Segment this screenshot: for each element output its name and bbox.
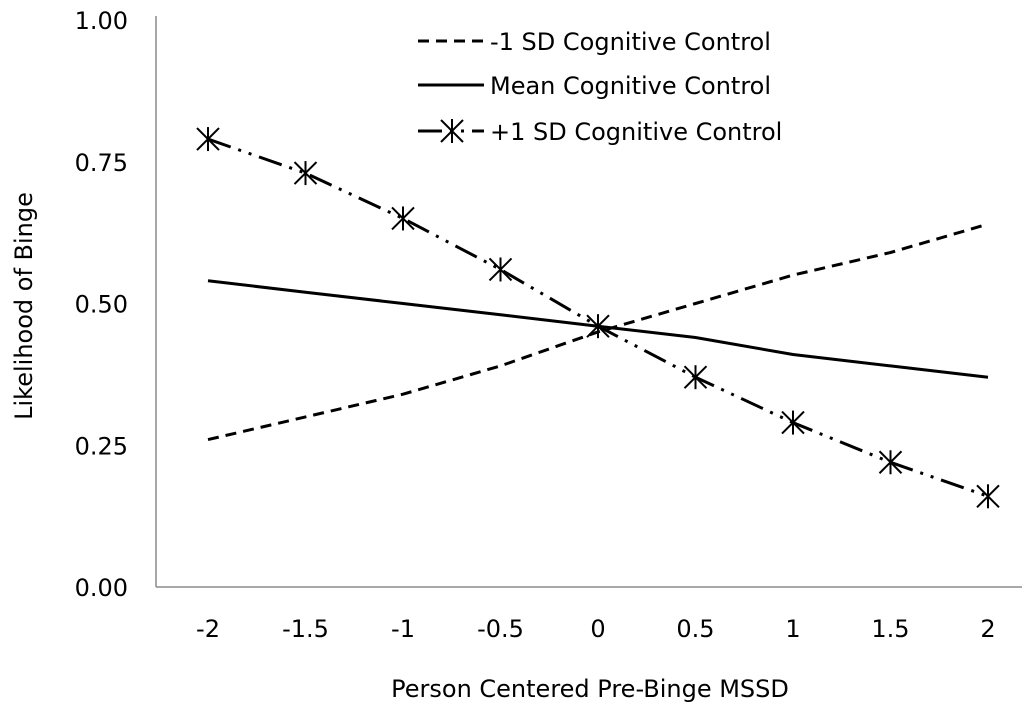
series-3-point xyxy=(683,365,708,390)
legend-marker xyxy=(440,119,464,143)
legend-label: Mean Cognitive Control xyxy=(490,72,771,100)
legend-label: +1 SD Cognitive Control xyxy=(490,118,782,146)
legend-item-3: +1 SD Cognitive Control xyxy=(418,118,782,146)
legend-item-1: -1 SD Cognitive Control xyxy=(418,28,771,56)
x-tick-labels: -2 -1.5 -1 -0.5 0 0.5 1 1.5 2 xyxy=(196,615,996,643)
series-layer xyxy=(196,127,1000,509)
x-tick-label: 0.5 xyxy=(676,615,714,643)
x-axis-title: Person Centered Pre-Binge MSSD xyxy=(391,675,789,703)
x-tick-label: -1 xyxy=(391,615,415,643)
legend-label: -1 SD Cognitive Control xyxy=(490,28,771,56)
y-tick-label: 0.50 xyxy=(75,291,128,319)
series-3-point xyxy=(488,257,513,282)
y-tick-label: 0.25 xyxy=(75,432,128,460)
series-3-point xyxy=(586,314,610,339)
series-3-point xyxy=(196,127,220,152)
y-tick-labels: 0.00 0.25 0.50 0.75 1.00 xyxy=(75,7,128,602)
series-3-point xyxy=(878,450,903,475)
y-axis-title: Likelihood of Binge xyxy=(10,192,38,420)
series-3-point xyxy=(781,410,805,435)
x-tick-label: 2 xyxy=(980,615,995,643)
x-tick-label: -0.5 xyxy=(477,615,524,643)
x-tick-label: 1 xyxy=(785,615,800,643)
series-3 xyxy=(196,127,1000,509)
y-axis-title-group: Likelihood of Binge xyxy=(10,192,38,420)
y-tick-label: 0.75 xyxy=(75,149,128,177)
series-3-point xyxy=(976,484,1000,509)
legend-item-2: Mean Cognitive Control xyxy=(418,72,771,100)
series-3-point xyxy=(293,161,318,186)
x-tick-label: -2 xyxy=(196,615,220,643)
x-tick-label: 0 xyxy=(590,615,605,643)
legend: -1 SD Cognitive Control Mean Cognitive Co… xyxy=(418,28,782,146)
x-tick-label: 1.5 xyxy=(871,615,909,643)
y-tick-label: 1.00 xyxy=(75,7,128,35)
y-tick-label: 0.00 xyxy=(75,574,128,602)
series-3-point xyxy=(391,206,415,231)
x-tick-label: -1.5 xyxy=(282,615,329,643)
